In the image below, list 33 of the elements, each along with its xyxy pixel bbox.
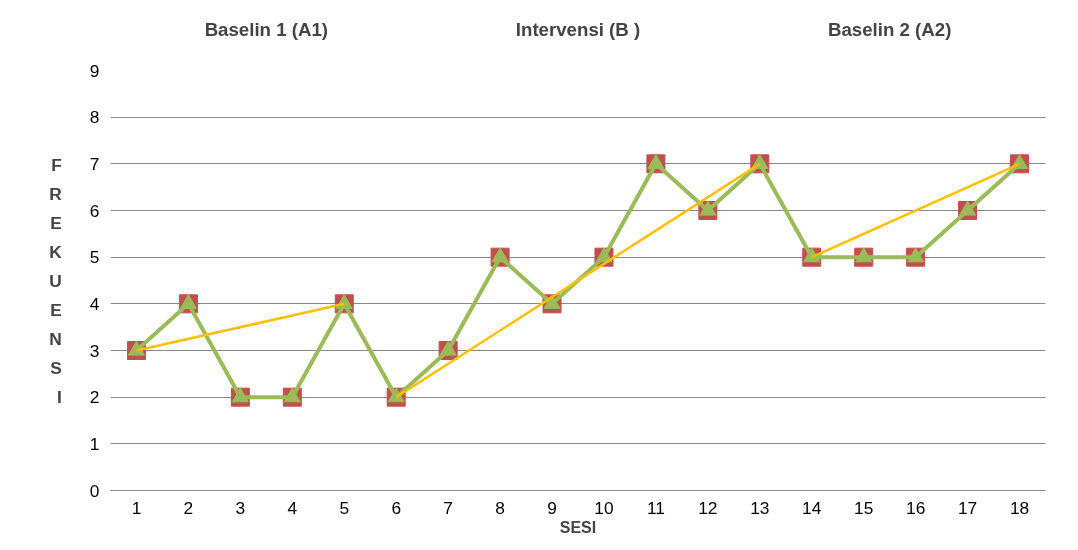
x-tick-label: 7 — [443, 497, 453, 518]
x-tick-label: 1 — [131, 497, 142, 518]
x-tick-label: 6 — [391, 497, 402, 518]
x-tick-label: 11 — [646, 497, 665, 518]
text: FREKUENSI — [49, 154, 62, 407]
text: Intervensi (B ) — [515, 18, 641, 40]
y-tick-label: 7 — [89, 153, 100, 174]
y-tick-label: 0 — [89, 480, 100, 501]
x-tick-label: 14 — [802, 497, 822, 518]
x-tick-label: 17 — [957, 497, 978, 518]
y-tick-label: 2 — [89, 387, 100, 408]
text: Baselin 2 (A2) — [827, 18, 952, 40]
x-tick-label: 18 — [1009, 497, 1030, 518]
x-tick-label: 9 — [547, 497, 557, 518]
y-tick-label: 4 — [89, 293, 100, 314]
y-tick-label: 1 — [89, 433, 100, 454]
x-tick-label: 10 — [594, 497, 614, 518]
y-tick-label: 6 — [89, 200, 100, 221]
x-tick-label: 8 — [495, 497, 505, 518]
x-tick-label: 2 — [183, 497, 194, 518]
y-tick-label: 8 — [89, 107, 100, 128]
y-tick-label: 5 — [89, 247, 100, 268]
y-tick-label: 9 — [89, 60, 100, 81]
x-tick-label: 12 — [698, 497, 718, 518]
text: Baselin 1 (A1) — [204, 18, 329, 40]
x-axis-title: SESI — [559, 518, 597, 536]
x-tick-label: 13 — [750, 497, 770, 518]
y-tick-label: 3 — [89, 340, 100, 361]
x-tick-label: 4 — [287, 497, 298, 518]
x-tick-label: 5 — [339, 497, 350, 518]
x-tick-label: 15 — [854, 497, 874, 518]
x-tick-label: 3 — [235, 497, 246, 518]
x-tick-label: 16 — [906, 497, 926, 518]
